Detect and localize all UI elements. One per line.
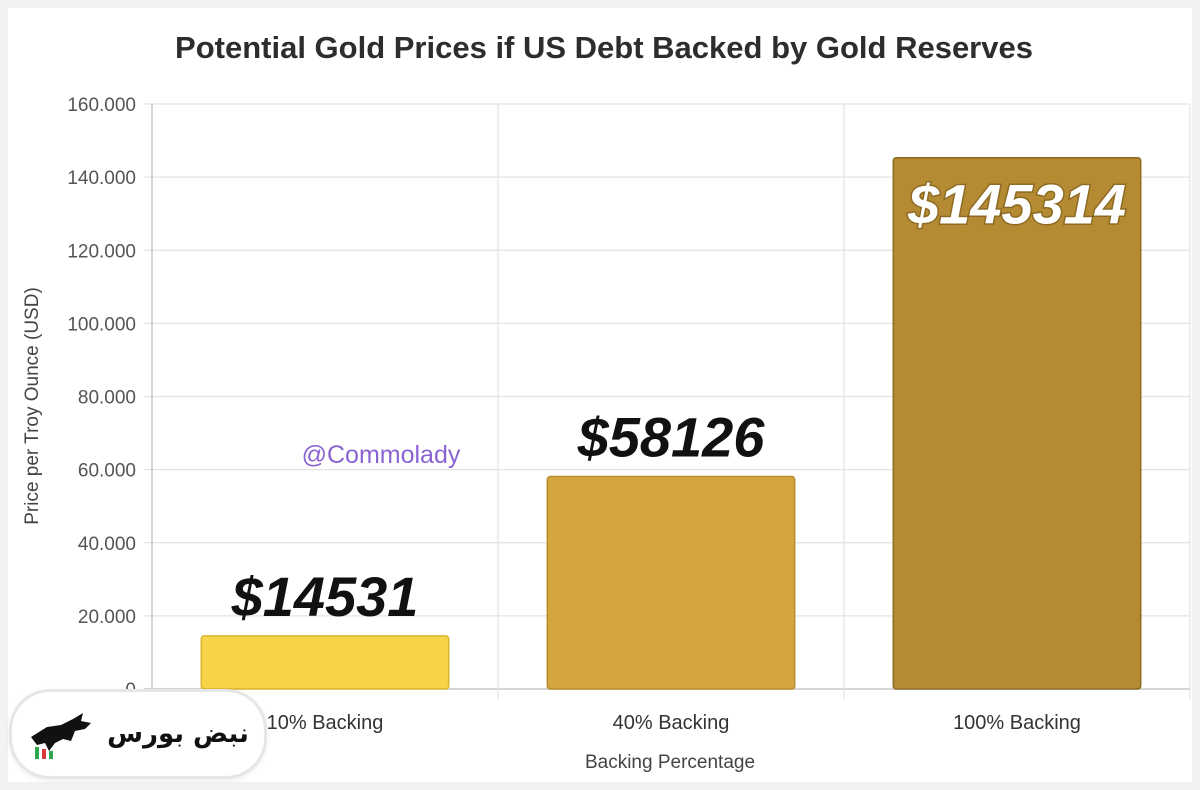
gridlines	[144, 103, 1191, 699]
y-tick-label: 80.000	[78, 388, 136, 409]
bull-icon	[31, 713, 92, 759]
bar-value-label: $145314	[907, 173, 1126, 236]
bar	[546, 475, 796, 690]
brand-logo: نبض بورس	[12, 692, 264, 776]
x-axis-title: Backing Percentage	[585, 752, 755, 773]
bar-value-label: $14531	[231, 565, 419, 628]
x-tick-label: 10% Backing	[267, 712, 384, 734]
bars	[200, 156, 1142, 690]
bar-chart: Potential Gold Prices if US Debt Backed …	[22, 30, 1191, 773]
chart-title: Potential Gold Prices if US Debt Backed …	[175, 30, 1033, 65]
bar	[892, 156, 1142, 690]
watermark-handle: @Commolady	[302, 441, 461, 469]
y-tick-label: 40.000	[78, 534, 136, 555]
y-tick-label: 60.000	[78, 461, 136, 482]
x-tick-label: 40% Backing	[613, 712, 730, 734]
y-tick-label: 100.000	[67, 314, 136, 335]
brand-logo-text: نبض بورس	[107, 719, 249, 749]
y-tick-label: 140.000	[67, 168, 136, 189]
y-axis-title: Price per Troy Ounce (USD)	[22, 287, 43, 525]
bar	[200, 635, 450, 690]
y-axis-ticks: 0 20.000 40.000 60.000 80.000 100.000 120.000 1…	[67, 95, 136, 701]
y-tick-label: 120.000	[67, 241, 136, 262]
y-tick-label: 20.000	[78, 607, 136, 628]
bar-value-label: $58126	[577, 405, 766, 468]
value-labels: $14531 $58126 $145314	[231, 171, 1128, 628]
x-axis-ticks: 10% Backing 40% Backing 100% Backing	[267, 712, 1081, 734]
y-tick-label: 160.000	[67, 95, 136, 116]
x-tick-label: 100% Backing	[953, 712, 1081, 734]
y-tick-label: 0	[125, 680, 136, 701]
chart-card: Potential Gold Prices if US Debt Backed …	[8, 8, 1192, 782]
